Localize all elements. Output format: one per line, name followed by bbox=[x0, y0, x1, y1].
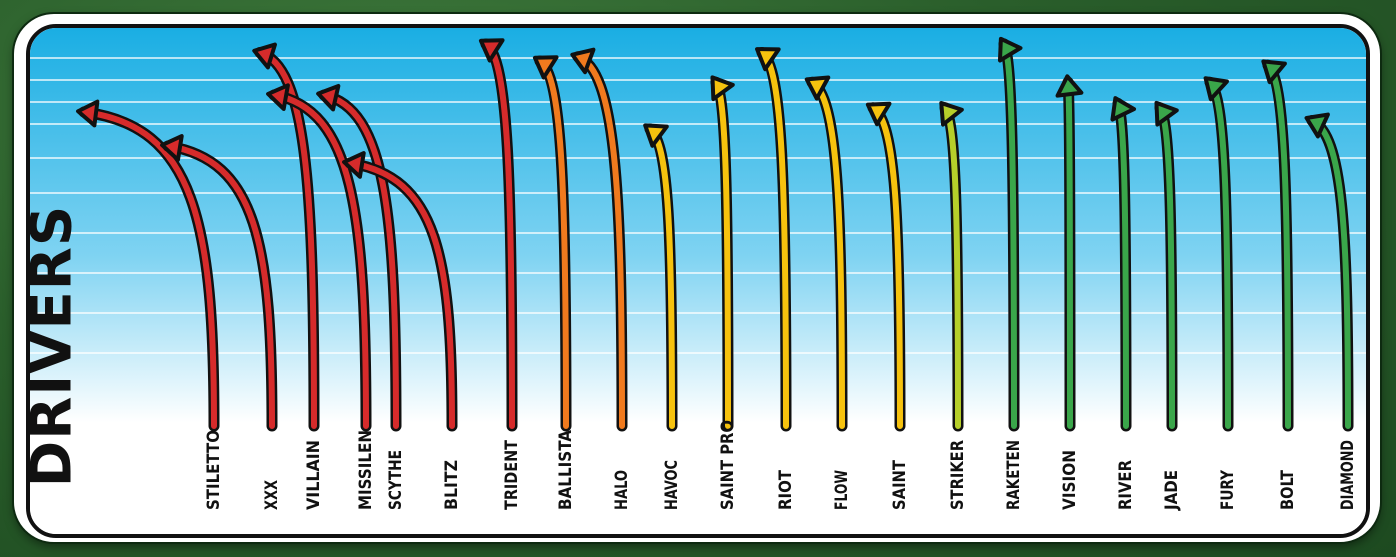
flight-path-flow bbox=[804, 75, 848, 432]
flight-path-missilen bbox=[266, 83, 372, 432]
flight-path-halo bbox=[570, 47, 628, 432]
chart-panel: STILETTO XXX VILLAIN MISSILEN SCYTHE BLITZ TRI… bbox=[26, 24, 1370, 538]
flight-path-striker bbox=[939, 101, 964, 432]
series-label: MISSILEN bbox=[356, 430, 376, 510]
arrow-head bbox=[755, 47, 781, 72]
flight-path-line bbox=[347, 160, 455, 429]
flight-path-line bbox=[321, 92, 399, 429]
series-label: BLITZ bbox=[442, 460, 462, 510]
flight-path-saint-pro bbox=[710, 75, 735, 432]
flight-path-riot bbox=[755, 47, 792, 432]
arrow-head bbox=[342, 151, 366, 179]
arrow-head bbox=[1203, 76, 1229, 102]
arrow-head bbox=[1110, 96, 1137, 122]
arrow-head bbox=[1304, 112, 1330, 139]
series-label: SAINT PRO bbox=[718, 420, 738, 510]
flight-path-saint bbox=[865, 101, 906, 432]
arrow-head bbox=[643, 123, 669, 148]
flight-path-xxx bbox=[160, 134, 278, 432]
series-label: RIOT bbox=[776, 469, 796, 510]
arrow-head bbox=[570, 47, 596, 75]
arrow-head bbox=[160, 134, 184, 162]
arrow-head bbox=[252, 42, 277, 70]
flight-path-bolt bbox=[1261, 59, 1294, 432]
arrow-head bbox=[997, 36, 1023, 63]
flight-path-line bbox=[165, 143, 275, 429]
series-label: XXX bbox=[262, 480, 282, 510]
arrow-head bbox=[1154, 100, 1179, 127]
flight-path-line bbox=[81, 109, 217, 429]
flight-path-line bbox=[1065, 79, 1073, 429]
flight-path-ballista bbox=[532, 55, 572, 432]
series-label: BOLT bbox=[1278, 469, 1298, 510]
flight-path-stiletto bbox=[76, 99, 220, 432]
series-label: JADE bbox=[1162, 470, 1182, 511]
arrow-head bbox=[804, 75, 831, 101]
series-label: STILETTO bbox=[204, 430, 224, 510]
chart-background bbox=[30, 28, 1366, 534]
flight-path-havoc bbox=[643, 123, 678, 432]
series-label: FURY bbox=[1218, 469, 1238, 510]
flight-path-river bbox=[1110, 96, 1137, 432]
flight-path-scythe bbox=[316, 83, 402, 432]
arrow-head bbox=[1055, 74, 1084, 98]
arrow-head bbox=[478, 38, 505, 63]
arrow-head bbox=[316, 83, 341, 112]
series-label: HAVOC bbox=[662, 460, 682, 510]
series-label: STRIKER bbox=[948, 440, 968, 510]
y-axis-title: DRIVERS bbox=[26, 204, 85, 488]
flight-path-jade bbox=[1154, 100, 1179, 432]
series-label: VISION bbox=[1060, 450, 1080, 510]
series-label: HALO bbox=[612, 470, 632, 510]
flight-path-line bbox=[271, 92, 369, 429]
series-label: RIVER bbox=[1116, 460, 1136, 510]
flight-path-blitz bbox=[342, 151, 458, 432]
flight-path-diamond bbox=[1304, 112, 1354, 432]
series-label: DIAMOND bbox=[1338, 440, 1358, 510]
flight-path-villain bbox=[252, 42, 320, 432]
flight-path-line bbox=[257, 49, 317, 429]
arrow-head bbox=[532, 55, 559, 80]
series-label: RAKETEN bbox=[1004, 440, 1024, 510]
flight-path-line bbox=[575, 53, 625, 429]
arrow-head bbox=[266, 83, 290, 111]
arrow-head bbox=[865, 101, 892, 127]
series-label: VILLAIN bbox=[304, 440, 324, 510]
flight-path-raketen bbox=[997, 36, 1023, 432]
series-label: FLOW bbox=[832, 470, 852, 510]
series-label: BALLISTA bbox=[556, 430, 576, 510]
flight-chart: STILETTO XXX VILLAIN MISSILEN SCYTHE BLITZ TRI… bbox=[30, 28, 1366, 534]
series-label: SAINT bbox=[890, 459, 910, 510]
arrow-head bbox=[1261, 59, 1287, 85]
arrow-head bbox=[939, 101, 964, 127]
series-label: TRIDENT bbox=[502, 439, 522, 510]
arrow-head bbox=[710, 75, 735, 102]
flight-path-fury bbox=[1203, 76, 1234, 432]
flight-path-vision bbox=[1055, 74, 1084, 432]
arrow-head bbox=[76, 99, 100, 128]
series-label: SCYTHE bbox=[386, 450, 406, 510]
flight-path-trident bbox=[478, 38, 518, 432]
